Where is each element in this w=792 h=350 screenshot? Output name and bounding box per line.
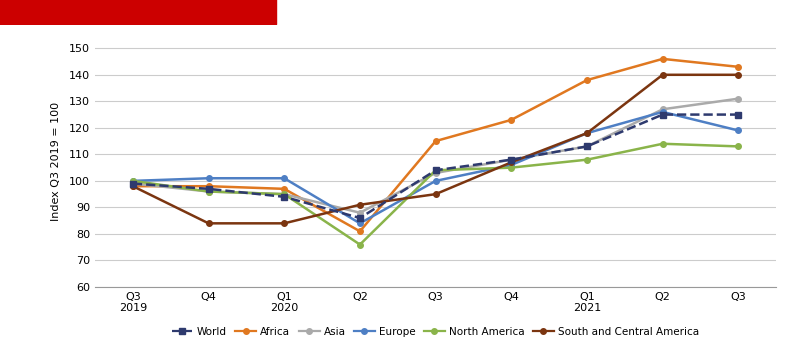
Africa <box>733 65 743 69</box>
South and Central America <box>128 184 138 188</box>
Asia <box>128 181 138 186</box>
Line: Africa: Africa <box>130 56 741 234</box>
Africa <box>582 78 592 82</box>
World <box>733 112 743 117</box>
Africa <box>204 184 213 188</box>
Africa <box>431 139 440 143</box>
Y-axis label: Index Q3 2019 = 100: Index Q3 2019 = 100 <box>51 102 61 220</box>
Asia <box>658 107 668 111</box>
Asia <box>280 192 289 196</box>
World <box>658 112 668 117</box>
Line: North America: North America <box>130 141 741 247</box>
World <box>507 158 516 162</box>
Africa <box>658 57 668 61</box>
Asia <box>507 158 516 162</box>
Asia <box>733 97 743 101</box>
South and Central America <box>204 221 213 225</box>
Asia <box>582 144 592 148</box>
Europe <box>204 176 213 180</box>
North America <box>582 158 592 162</box>
Europe <box>355 221 364 225</box>
World <box>431 168 440 173</box>
Europe <box>658 110 668 114</box>
North America <box>507 166 516 170</box>
Europe <box>507 163 516 167</box>
Africa <box>280 187 289 191</box>
Europe <box>582 131 592 135</box>
Asia <box>355 211 364 215</box>
South and Central America <box>431 192 440 196</box>
FancyBboxPatch shape <box>0 0 277 32</box>
Line: Asia: Asia <box>130 96 741 216</box>
South and Central America <box>658 73 668 77</box>
North America <box>658 142 668 146</box>
World <box>128 181 138 186</box>
World <box>280 195 289 199</box>
Africa <box>355 229 364 233</box>
Line: Europe: Europe <box>130 109 741 226</box>
Asia <box>204 189 213 194</box>
South and Central America <box>733 73 743 77</box>
Line: World: World <box>130 112 741 221</box>
North America <box>431 168 440 173</box>
Legend: World, Africa, Asia, Europe, North America, South and Central America: World, Africa, Asia, Europe, North Ameri… <box>168 323 703 341</box>
Europe <box>733 128 743 133</box>
World <box>204 187 213 191</box>
World <box>355 216 364 220</box>
North America <box>280 192 289 196</box>
Africa <box>128 184 138 188</box>
South and Central America <box>582 131 592 135</box>
North America <box>128 179 138 183</box>
Asia <box>431 171 440 175</box>
South and Central America <box>355 203 364 207</box>
North America <box>733 144 743 148</box>
North America <box>355 243 364 247</box>
World <box>582 144 592 148</box>
Line: South and Central America: South and Central America <box>130 72 741 226</box>
Europe <box>128 179 138 183</box>
South and Central America <box>507 160 516 164</box>
South and Central America <box>280 221 289 225</box>
Europe <box>431 179 440 183</box>
Africa <box>507 118 516 122</box>
Europe <box>280 176 289 180</box>
North America <box>204 189 213 194</box>
